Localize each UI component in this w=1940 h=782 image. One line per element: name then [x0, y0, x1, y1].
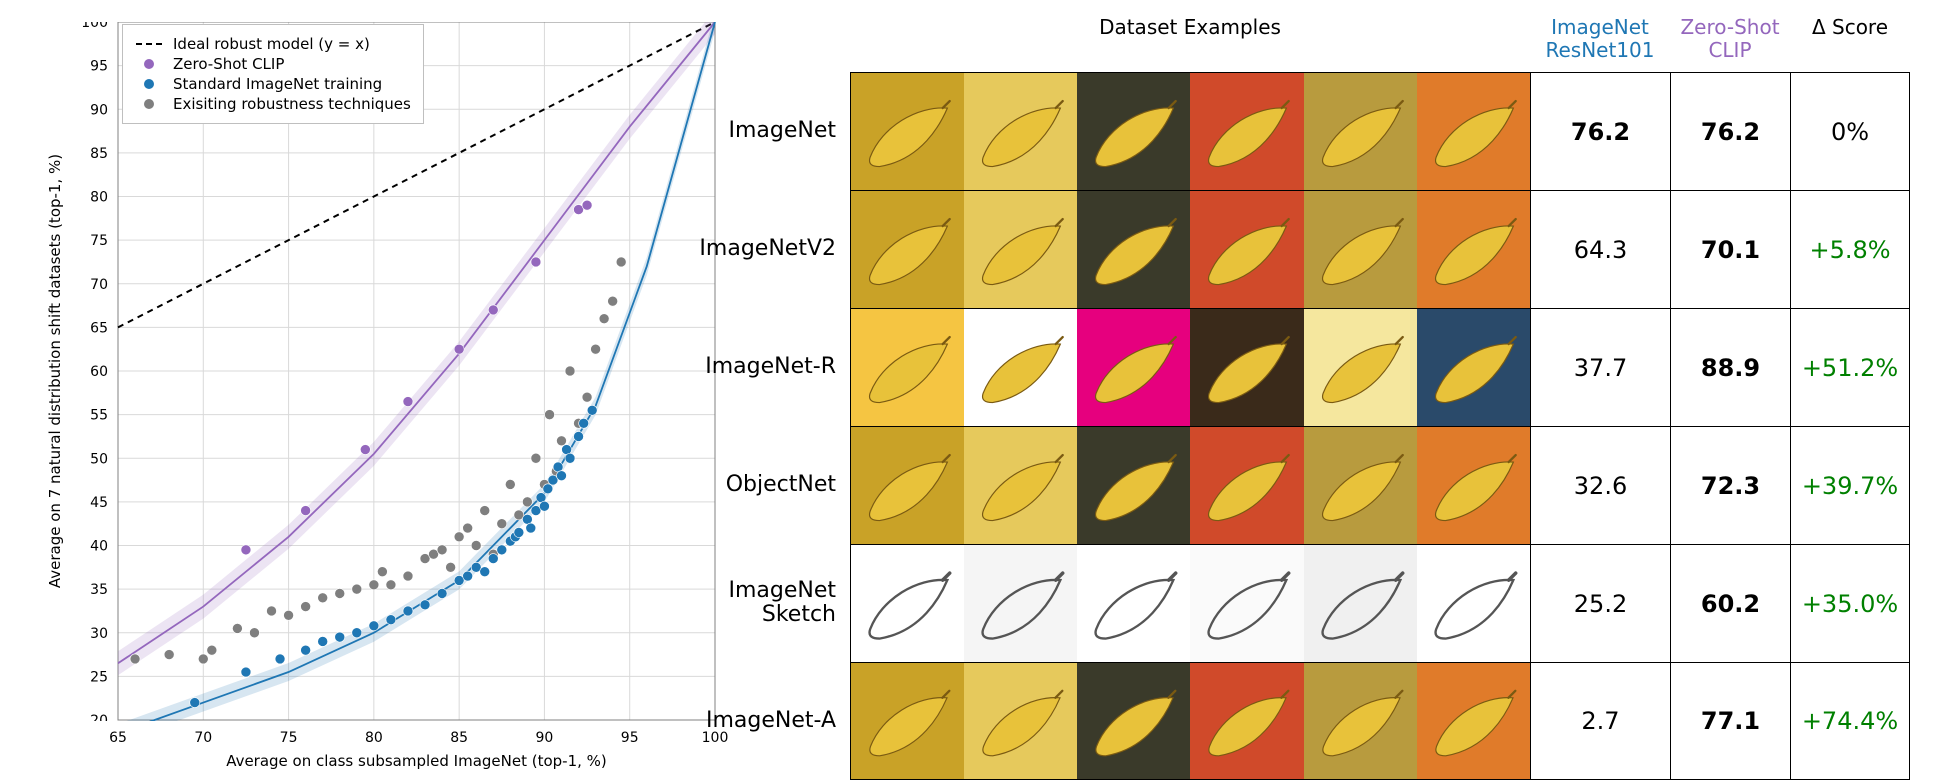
- svg-text:65: 65: [90, 320, 108, 336]
- thumbnail: [1417, 663, 1530, 779]
- dataset-label: ImageNet-R: [700, 308, 850, 426]
- cell-delta: +51.2%: [1790, 308, 1910, 426]
- dataset-label: ImageNetV2: [700, 190, 850, 308]
- thumbnail: [964, 663, 1077, 779]
- thumbnails-row: [850, 662, 1530, 780]
- svg-text:25: 25: [90, 669, 108, 685]
- thumbnail: [1304, 191, 1417, 308]
- thumbnail: [1304, 663, 1417, 779]
- cell-clip: 88.9: [1670, 308, 1790, 426]
- cell-delta: +39.7%: [1790, 426, 1910, 544]
- header-resnet: ImageNetResNet101: [1530, 10, 1670, 72]
- svg-text:90: 90: [536, 730, 554, 746]
- dataset-label: ObjectNet: [700, 426, 850, 544]
- svg-text:Average on class subsampled Im: Average on class subsampled ImageNet (to…: [226, 752, 607, 770]
- svg-text:85: 85: [450, 730, 468, 746]
- header-clip: Zero-ShotCLIP: [1670, 10, 1790, 72]
- thumbnail: [851, 191, 964, 308]
- thumbnail: [1077, 545, 1190, 662]
- thumbnail: [964, 191, 1077, 308]
- thumbnail: [851, 663, 964, 779]
- svg-text:30: 30: [90, 626, 108, 642]
- thumbnail: [964, 427, 1077, 544]
- thumbnail: [1417, 427, 1530, 544]
- thumbnail: [1077, 191, 1190, 308]
- cell-delta: +35.0%: [1790, 544, 1910, 662]
- thumbnails-row: [850, 72, 1530, 190]
- thumbnail: [851, 73, 964, 190]
- thumbnail: [1190, 191, 1303, 308]
- thumbnail: [851, 309, 964, 426]
- svg-text:Average on 7 natural distribut: Average on 7 natural distribution shift …: [46, 154, 64, 588]
- thumbnail: [851, 427, 964, 544]
- cell-resnet: 25.2: [1530, 544, 1670, 662]
- svg-text:75: 75: [280, 730, 298, 746]
- cell-resnet: 37.7: [1530, 308, 1670, 426]
- thumbnail: [1190, 309, 1303, 426]
- svg-text:95: 95: [621, 730, 639, 746]
- svg-text:80: 80: [365, 730, 383, 746]
- thumbnail: [1190, 73, 1303, 190]
- thumbnail: [1417, 73, 1530, 190]
- cell-delta: +5.8%: [1790, 190, 1910, 308]
- header-delta: Δ Score: [1790, 10, 1910, 72]
- svg-text:45: 45: [90, 495, 108, 511]
- cell-resnet: 2.7: [1530, 662, 1670, 780]
- svg-text:85: 85: [90, 146, 108, 162]
- thumbnail: [964, 309, 1077, 426]
- thumbnails-row: [850, 426, 1530, 544]
- thumbnails-row: [850, 544, 1530, 662]
- thumbnail: [1417, 545, 1530, 662]
- chart-legend: Ideal robust model (y = x)Zero-Shot CLIP…: [122, 24, 424, 124]
- thumbnail: [1190, 545, 1303, 662]
- svg-text:70: 70: [90, 277, 108, 293]
- dataset-label: ImageNet-A: [700, 662, 850, 780]
- svg-text:50: 50: [90, 451, 108, 467]
- dataset-label: ImageNet: [700, 72, 850, 190]
- svg-text:55: 55: [90, 408, 108, 424]
- thumbnail: [1304, 427, 1417, 544]
- thumbnail: [1304, 73, 1417, 190]
- cell-resnet: 76.2: [1530, 72, 1670, 190]
- svg-text:90: 90: [90, 102, 108, 118]
- cell-delta: 0%: [1790, 72, 1910, 190]
- cell-clip: 60.2: [1670, 544, 1790, 662]
- cell-clip: 72.3: [1670, 426, 1790, 544]
- thumbnail: [1077, 309, 1190, 426]
- thumbnail: [1417, 191, 1530, 308]
- thumbnail: [1077, 663, 1190, 779]
- thumbnail: [1190, 663, 1303, 779]
- thumbnail: [964, 545, 1077, 662]
- chart-svg: 6570758085909510020253035404550556065707…: [40, 10, 730, 780]
- cell-delta: +74.4%: [1790, 662, 1910, 780]
- svg-text:80: 80: [90, 190, 108, 206]
- robustness-chart: 6570758085909510020253035404550556065707…: [0, 0, 700, 782]
- dataset-label: ImageNetSketch: [700, 544, 850, 662]
- header-dataset-examples: Dataset Examples: [850, 10, 1530, 72]
- svg-text:40: 40: [90, 539, 108, 555]
- thumbnail: [851, 545, 964, 662]
- svg-text:65: 65: [109, 730, 127, 746]
- results-table: Dataset ExamplesImageNetResNet101Zero-Sh…: [700, 0, 1920, 782]
- svg-text:75: 75: [90, 233, 108, 249]
- cell-clip: 70.1: [1670, 190, 1790, 308]
- thumbnail: [1077, 427, 1190, 544]
- thumbnail: [1190, 427, 1303, 544]
- cell-resnet: 32.6: [1530, 426, 1670, 544]
- thumbnail: [1077, 73, 1190, 190]
- svg-text:35: 35: [90, 582, 108, 598]
- thumbnail: [1304, 545, 1417, 662]
- cell-clip: 76.2: [1670, 72, 1790, 190]
- cell-clip: 77.1: [1670, 662, 1790, 780]
- thumbnail: [1417, 309, 1530, 426]
- svg-text:70: 70: [194, 730, 212, 746]
- thumbnails-row: [850, 308, 1530, 426]
- svg-text:95: 95: [90, 59, 108, 75]
- thumbnail: [1304, 309, 1417, 426]
- svg-text:60: 60: [90, 364, 108, 380]
- thumbnail: [964, 73, 1077, 190]
- cell-resnet: 64.3: [1530, 190, 1670, 308]
- thumbnails-row: [850, 190, 1530, 308]
